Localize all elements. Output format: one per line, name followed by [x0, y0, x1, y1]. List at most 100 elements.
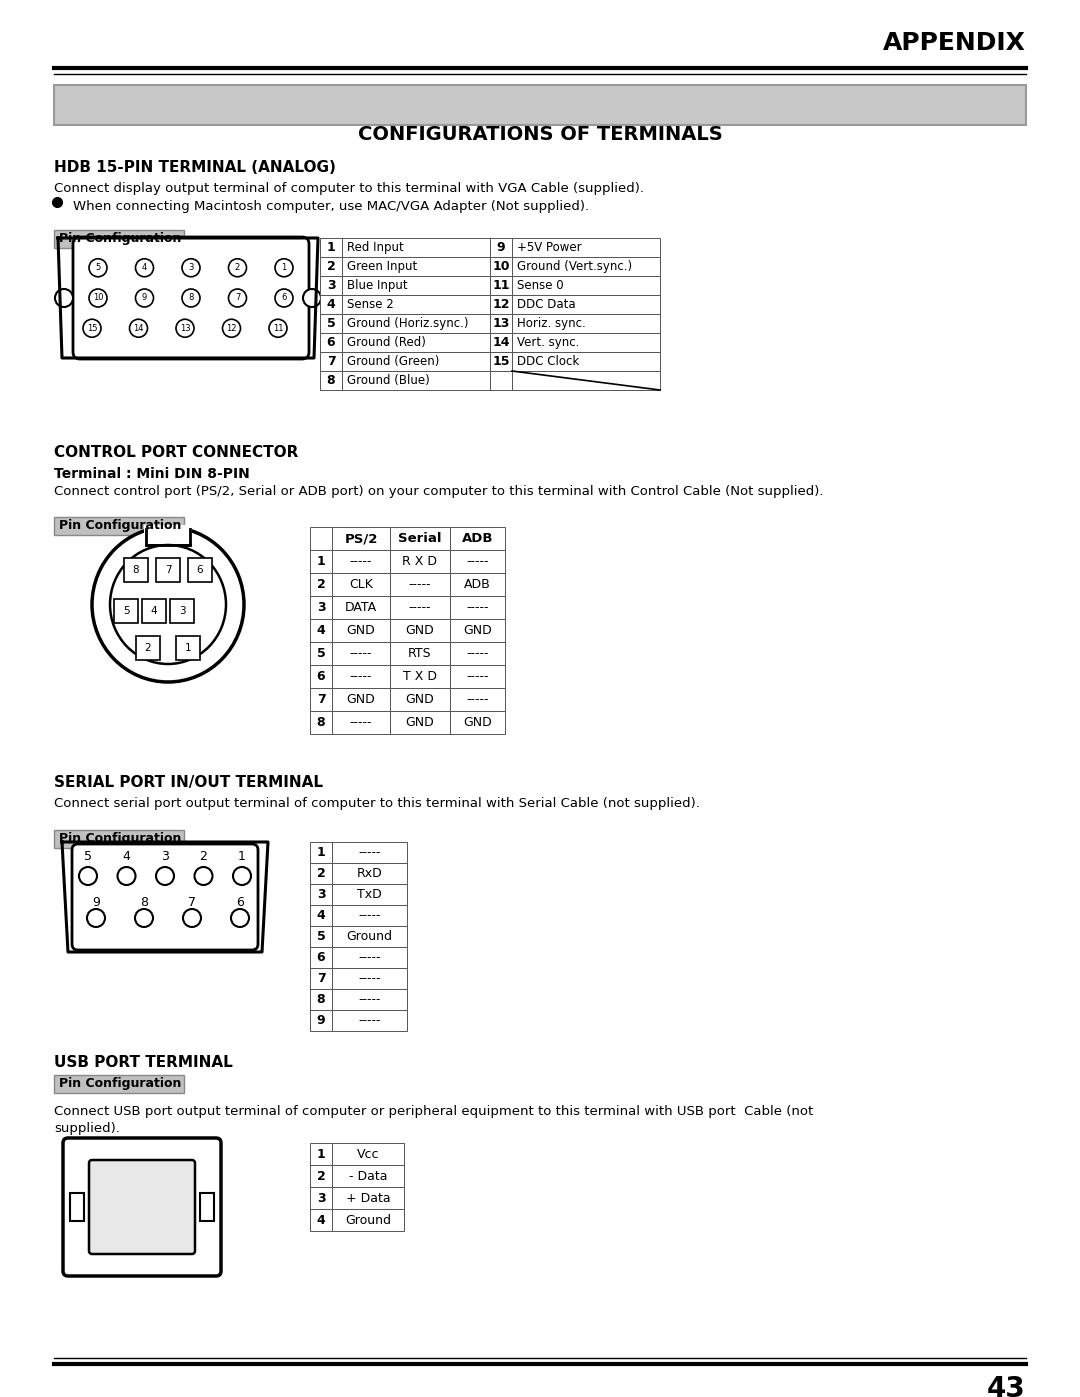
- FancyBboxPatch shape: [390, 643, 450, 665]
- Text: 3: 3: [316, 601, 325, 615]
- Ellipse shape: [110, 545, 226, 664]
- Text: Ground: Ground: [347, 930, 392, 943]
- Text: Pin Configuration: Pin Configuration: [59, 833, 181, 845]
- FancyBboxPatch shape: [124, 559, 148, 583]
- FancyBboxPatch shape: [332, 573, 390, 597]
- Circle shape: [269, 320, 287, 337]
- Text: GND: GND: [406, 693, 434, 705]
- Text: RxD: RxD: [356, 868, 382, 880]
- FancyBboxPatch shape: [512, 314, 660, 332]
- FancyBboxPatch shape: [332, 1010, 407, 1031]
- Text: 5: 5: [84, 849, 92, 863]
- Text: 15: 15: [492, 355, 510, 367]
- FancyBboxPatch shape: [54, 517, 184, 535]
- Text: 4: 4: [141, 263, 147, 272]
- Text: GND: GND: [347, 624, 376, 637]
- FancyBboxPatch shape: [320, 295, 342, 314]
- FancyBboxPatch shape: [332, 665, 390, 687]
- Text: 7: 7: [316, 693, 325, 705]
- Text: CONTROL PORT CONNECTOR: CONTROL PORT CONNECTOR: [54, 446, 298, 460]
- Circle shape: [135, 258, 153, 277]
- Text: 8: 8: [326, 374, 335, 387]
- Text: 1: 1: [282, 263, 286, 272]
- Text: Ground (Vert.sync.): Ground (Vert.sync.): [517, 260, 632, 272]
- FancyBboxPatch shape: [450, 573, 505, 597]
- Text: SERIAL PORT IN/OUT TERMINAL: SERIAL PORT IN/OUT TERMINAL: [54, 775, 323, 789]
- Text: Sense 0: Sense 0: [517, 279, 564, 292]
- Text: 1: 1: [185, 643, 191, 652]
- Text: 11: 11: [273, 324, 283, 332]
- Text: APPENDIX: APPENDIX: [883, 31, 1026, 54]
- Text: Horiz. sync.: Horiz. sync.: [517, 317, 585, 330]
- FancyBboxPatch shape: [450, 550, 505, 573]
- Text: 4: 4: [316, 909, 325, 922]
- Text: Red Input: Red Input: [347, 242, 404, 254]
- Text: RTS: RTS: [408, 647, 432, 659]
- Circle shape: [229, 258, 246, 277]
- Text: 3: 3: [316, 1192, 325, 1204]
- Text: 1: 1: [326, 242, 336, 254]
- Ellipse shape: [92, 527, 244, 682]
- FancyBboxPatch shape: [144, 525, 192, 543]
- Text: -----: -----: [350, 555, 373, 569]
- FancyBboxPatch shape: [512, 277, 660, 295]
- Text: 8: 8: [140, 895, 148, 909]
- Text: 3: 3: [326, 279, 335, 292]
- Circle shape: [194, 868, 213, 886]
- FancyBboxPatch shape: [490, 277, 512, 295]
- Text: 4: 4: [151, 606, 158, 616]
- Text: Serial: Serial: [399, 532, 442, 545]
- Text: -----: -----: [350, 717, 373, 729]
- Text: 43: 43: [987, 1375, 1026, 1397]
- Text: 9: 9: [141, 293, 147, 303]
- FancyBboxPatch shape: [512, 372, 660, 390]
- Text: +5V Power: +5V Power: [517, 242, 582, 254]
- FancyBboxPatch shape: [70, 1193, 84, 1221]
- FancyBboxPatch shape: [320, 237, 342, 257]
- FancyBboxPatch shape: [490, 314, 512, 332]
- Text: 12: 12: [492, 298, 510, 312]
- FancyBboxPatch shape: [332, 989, 407, 1010]
- Text: -----: -----: [359, 972, 381, 985]
- FancyBboxPatch shape: [342, 314, 490, 332]
- Text: 15: 15: [86, 324, 97, 332]
- Text: Ground (Green): Ground (Green): [347, 355, 440, 367]
- FancyBboxPatch shape: [332, 1187, 404, 1208]
- FancyBboxPatch shape: [390, 597, 450, 619]
- Circle shape: [135, 909, 153, 928]
- Text: Terminal : Mini DIN 8-PIN: Terminal : Mini DIN 8-PIN: [54, 467, 249, 481]
- FancyBboxPatch shape: [390, 550, 450, 573]
- FancyBboxPatch shape: [342, 372, 490, 390]
- FancyBboxPatch shape: [54, 830, 184, 848]
- Text: 1: 1: [316, 555, 325, 569]
- Text: ADB: ADB: [464, 578, 491, 591]
- Circle shape: [231, 909, 249, 928]
- Text: -----: -----: [467, 555, 489, 569]
- Text: 6: 6: [281, 293, 286, 303]
- Text: Green Input: Green Input: [347, 260, 417, 272]
- FancyBboxPatch shape: [490, 257, 512, 277]
- FancyBboxPatch shape: [390, 687, 450, 711]
- FancyBboxPatch shape: [73, 237, 309, 359]
- Text: -----: -----: [467, 671, 489, 683]
- Circle shape: [156, 868, 174, 886]
- FancyBboxPatch shape: [320, 332, 342, 352]
- Circle shape: [183, 909, 201, 928]
- Text: Ground (Blue): Ground (Blue): [347, 374, 430, 387]
- FancyBboxPatch shape: [332, 905, 407, 926]
- Text: 10: 10: [492, 260, 510, 272]
- Text: 14: 14: [133, 324, 144, 332]
- Text: USB PORT TERMINAL: USB PORT TERMINAL: [54, 1055, 233, 1070]
- Text: 5: 5: [326, 317, 336, 330]
- FancyBboxPatch shape: [310, 947, 332, 968]
- FancyBboxPatch shape: [310, 619, 332, 643]
- Circle shape: [229, 289, 246, 307]
- FancyBboxPatch shape: [332, 863, 407, 884]
- FancyBboxPatch shape: [332, 1165, 404, 1187]
- FancyBboxPatch shape: [332, 842, 407, 863]
- Text: GND: GND: [406, 624, 434, 637]
- Circle shape: [222, 320, 241, 337]
- Text: -----: -----: [408, 578, 431, 591]
- FancyBboxPatch shape: [342, 295, 490, 314]
- Text: Connect display output terminal of computer to this terminal with VGA Cable (sup: Connect display output terminal of compu…: [54, 182, 644, 196]
